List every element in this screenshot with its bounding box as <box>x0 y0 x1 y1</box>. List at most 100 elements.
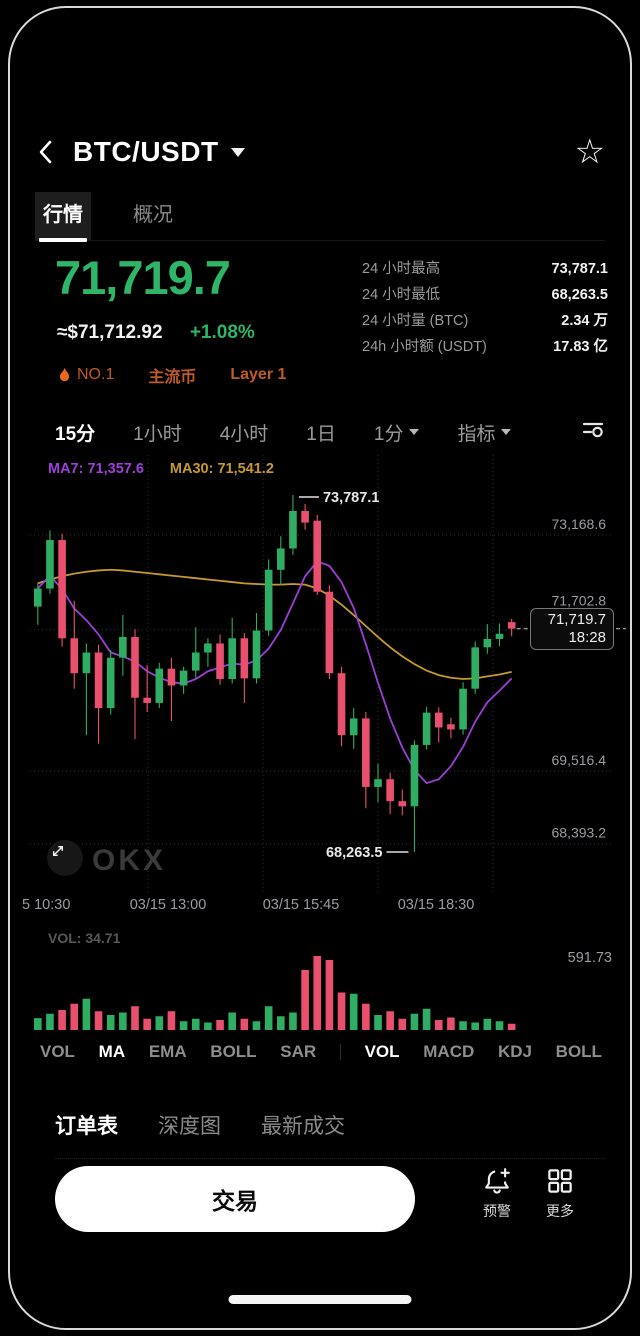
volume-chart-svg <box>34 956 516 1030</box>
volume-axis-max: 591.73 <box>567 950 612 966</box>
chart-settings-button[interactable] <box>581 417 605 447</box>
indicator-ma[interactable]: MA <box>98 1042 126 1061</box>
tab-overview[interactable]: 概况 <box>125 192 181 240</box>
indicator-divider <box>339 1044 341 1060</box>
chevron-down-icon <box>501 429 512 435</box>
okx-watermark: OKX <box>92 844 167 877</box>
svg-text:73,168.6: 73,168.6 <box>552 516 607 532</box>
grid-more-icon <box>548 1169 572 1193</box>
stats-panel: 24 小时最高 73,787.1 24 小时最低 68,263.5 24 小时量… <box>362 256 608 360</box>
timeframe-label: 指标 <box>457 423 496 445</box>
pair-title[interactable]: BTC/USDT <box>73 136 219 167</box>
timeframe-1h[interactable]: 1小时 <box>133 419 182 446</box>
tab-active-underline <box>39 238 87 242</box>
expand-arrows-icon <box>52 845 64 857</box>
timeframe-label: 1小时 <box>133 423 182 445</box>
volume-chart[interactable]: VOL: 34.71 591.73 <box>0 920 640 1034</box>
header: BTC/USDT ☆ <box>35 130 605 174</box>
stat-value: 17.83 亿 <box>553 339 608 355</box>
tag-category[interactable]: 主流币 <box>148 369 197 386</box>
ma-labels: MA7: 71,357.6 MA30: 71,541.2 <box>48 461 274 477</box>
flame-icon <box>59 367 70 381</box>
stat-label: 24 小时量 (BTC) <box>362 313 469 329</box>
top-tabs: 行情 概况 <box>35 192 605 242</box>
indicator-ema[interactable]: EMA <box>148 1042 187 1061</box>
tab-overview-label: 概况 <box>133 204 173 226</box>
price-chart-svg: 73,168.6 71,702.8 69,516.4 68,393.2 73,787.1… <box>30 455 626 895</box>
home-indicator[interactable] <box>228 1295 412 1304</box>
fiat-price-row: ≈$71,712.92 +1.08% <box>57 322 255 344</box>
back-chevron-icon <box>39 140 52 164</box>
fiat-price: ≈$71,712.92 <box>57 322 163 343</box>
tab-depth[interactable]: 深度图 <box>158 1115 221 1138</box>
tag-layer[interactable]: Layer 1 <box>230 366 287 383</box>
timeframe-label: 15分 <box>55 423 96 445</box>
timeframe-4h[interactable]: 4小时 <box>220 419 269 446</box>
time-label: 03/15 15:45 <box>262 897 340 913</box>
timeframe-label: 4小时 <box>219 423 269 445</box>
indicator-kdj[interactable]: KDJ <box>497 1042 532 1061</box>
chevron-down-icon <box>409 429 420 435</box>
indicator-bar: VOL MA EMA BOLL SAR VOL MACD KDJ BOLL <box>40 1042 602 1062</box>
back-button[interactable] <box>35 137 65 167</box>
svg-text:68,263.5: 68,263.5 <box>326 845 382 861</box>
stat-value: 68,263.5 <box>551 287 608 303</box>
alert-label: 预警 <box>483 1203 511 1219</box>
indicator-macd[interactable]: MACD <box>423 1042 475 1061</box>
last-price-tag: 71,719.7 18:28 <box>530 607 614 650</box>
timeframe-label: 1日 <box>306 423 336 445</box>
indicator-vol-sub[interactable]: VOL <box>364 1042 400 1061</box>
chart-settings-icon <box>582 422 604 438</box>
timeframe-15m[interactable]: 15分 <box>55 419 95 446</box>
timeframe-1m-dropdown[interactable]: 1分 <box>374 419 420 446</box>
stat-value: 2.34 万 <box>561 313 608 329</box>
indicator-boll-sub[interactable]: BOLL <box>555 1042 602 1061</box>
indicator-sar[interactable]: SAR <box>280 1042 317 1061</box>
favorite-star-icon[interactable]: ☆ <box>574 133 605 171</box>
time-label: 03/15 18:30 <box>397 897 475 913</box>
tab-trades[interactable]: 最新成交 <box>261 1115 345 1138</box>
stat-label: 24h 小时额 (USDT) <box>362 339 487 355</box>
trade-button[interactable]: 交易 <box>55 1166 415 1232</box>
tab-orderbook[interactable]: 订单表 <box>55 1115 118 1138</box>
indicator-dropdown[interactable]: 指标 <box>457 419 512 446</box>
orderbook-tabs: 订单表 深度图 最新成交 <box>55 1110 605 1159</box>
ma30-label: MA30: 71,541.2 <box>169 461 274 477</box>
alert-button[interactable]: 预警 <box>465 1166 529 1221</box>
timeframe-1d[interactable]: 1日 <box>306 419 336 446</box>
candlestick-chart[interactable]: MA7: 71,357.6 MA30: 71,541.2 73,168.6 71,… <box>0 455 640 895</box>
more-label: 更多 <box>546 1203 574 1219</box>
tag-time: 18:28 <box>568 628 606 646</box>
time-axis: 5 10:30 03/15 13:00 03/15 15:45 03/15 18… <box>0 897 640 917</box>
tab-market[interactable]: 行情 <box>35 192 91 242</box>
indicator-vol-main[interactable]: VOL <box>40 1042 75 1061</box>
change-percent: +1.08% <box>189 322 255 343</box>
svg-text:73,787.1: 73,787.1 <box>323 490 379 506</box>
indicator-boll[interactable]: BOLL <box>210 1042 257 1061</box>
svg-text:71,702.8: 71,702.8 <box>552 593 607 609</box>
timeframe-bar: 15分 1小时 4小时 1日 1分 指标 <box>55 414 605 450</box>
volume-label: VOL: 34.71 <box>48 930 121 946</box>
time-label: 03/15 13:00 <box>129 897 207 913</box>
last-price: 71,719.7 <box>55 251 231 304</box>
stat-row-low: 24 小时最低 68,263.5 <box>362 282 608 308</box>
svg-text:68,393.2: 68,393.2 <box>552 825 607 841</box>
svg-text:69,516.4: 69,516.4 <box>552 752 607 768</box>
stat-row-turnover-usdt: 24h 小时额 (USDT) 17.83 亿 <box>362 334 608 360</box>
stat-row-high: 24 小时最高 73,787.1 <box>362 256 608 282</box>
ma7-label: MA7: 71,357.6 <box>48 461 144 477</box>
tab-market-label: 行情 <box>43 204 83 226</box>
time-label: 5 10:30 <box>22 897 71 913</box>
stat-label: 24 小时最高 <box>362 261 441 277</box>
token-tags: NO.1 主流币 Layer 1 <box>58 363 286 387</box>
fullscreen-button[interactable] <box>47 840 83 876</box>
more-button[interactable]: 更多 <box>528 1166 592 1221</box>
stat-row-volume-btc: 24 小时量 (BTC) 2.34 万 <box>362 308 608 334</box>
stat-label: 24 小时最低 <box>362 287 441 303</box>
bell-plus-icon <box>485 1168 510 1194</box>
pair-dropdown-caret-icon[interactable] <box>230 147 245 157</box>
tag-rank[interactable]: NO.1 <box>77 366 115 383</box>
stat-value: 73,787.1 <box>551 261 608 277</box>
timeframe-label: 1分 <box>373 423 404 445</box>
